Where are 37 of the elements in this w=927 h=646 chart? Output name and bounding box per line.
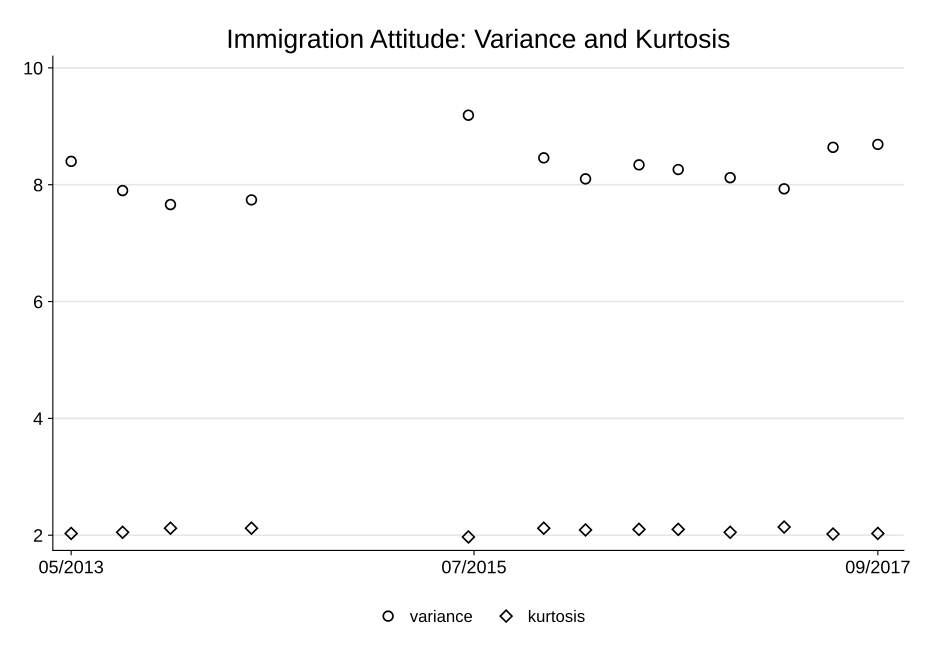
point	[537, 521, 550, 535]
y-tick-label: 8	[34, 178, 42, 192]
x-tick-label: 09/2017	[846, 560, 910, 574]
point	[164, 198, 176, 210]
point	[580, 173, 592, 185]
point	[633, 159, 645, 171]
point	[777, 520, 791, 534]
y-tick-label: 6	[34, 295, 42, 308]
y-tick-label: 10	[24, 62, 42, 75]
legend-label: kurtosis	[528, 610, 585, 622]
point	[826, 527, 840, 541]
point	[164, 521, 178, 535]
point	[116, 184, 128, 196]
point	[672, 164, 684, 176]
y-tick-label: 2	[34, 529, 42, 542]
point	[632, 522, 646, 536]
point	[778, 183, 790, 194]
legend-label: variance	[410, 610, 472, 622]
point	[462, 110, 474, 121]
point	[723, 526, 737, 540]
point	[871, 526, 885, 540]
x-tick-label: 05/2013	[39, 560, 104, 574]
point	[65, 156, 77, 168]
point	[872, 138, 884, 150]
point	[827, 142, 839, 154]
chart-title: Immigration Attitude: Variance and Kurtosis	[228, 28, 730, 54]
y-tick-label: 4	[33, 412, 43, 425]
point	[244, 521, 258, 535]
point	[64, 526, 78, 540]
x-tick-label: 07/2015	[442, 560, 506, 574]
point	[462, 530, 476, 544]
point	[724, 172, 736, 184]
point	[538, 152, 550, 164]
point	[671, 522, 685, 536]
point	[578, 523, 592, 537]
point	[246, 194, 258, 206]
point	[116, 526, 130, 540]
